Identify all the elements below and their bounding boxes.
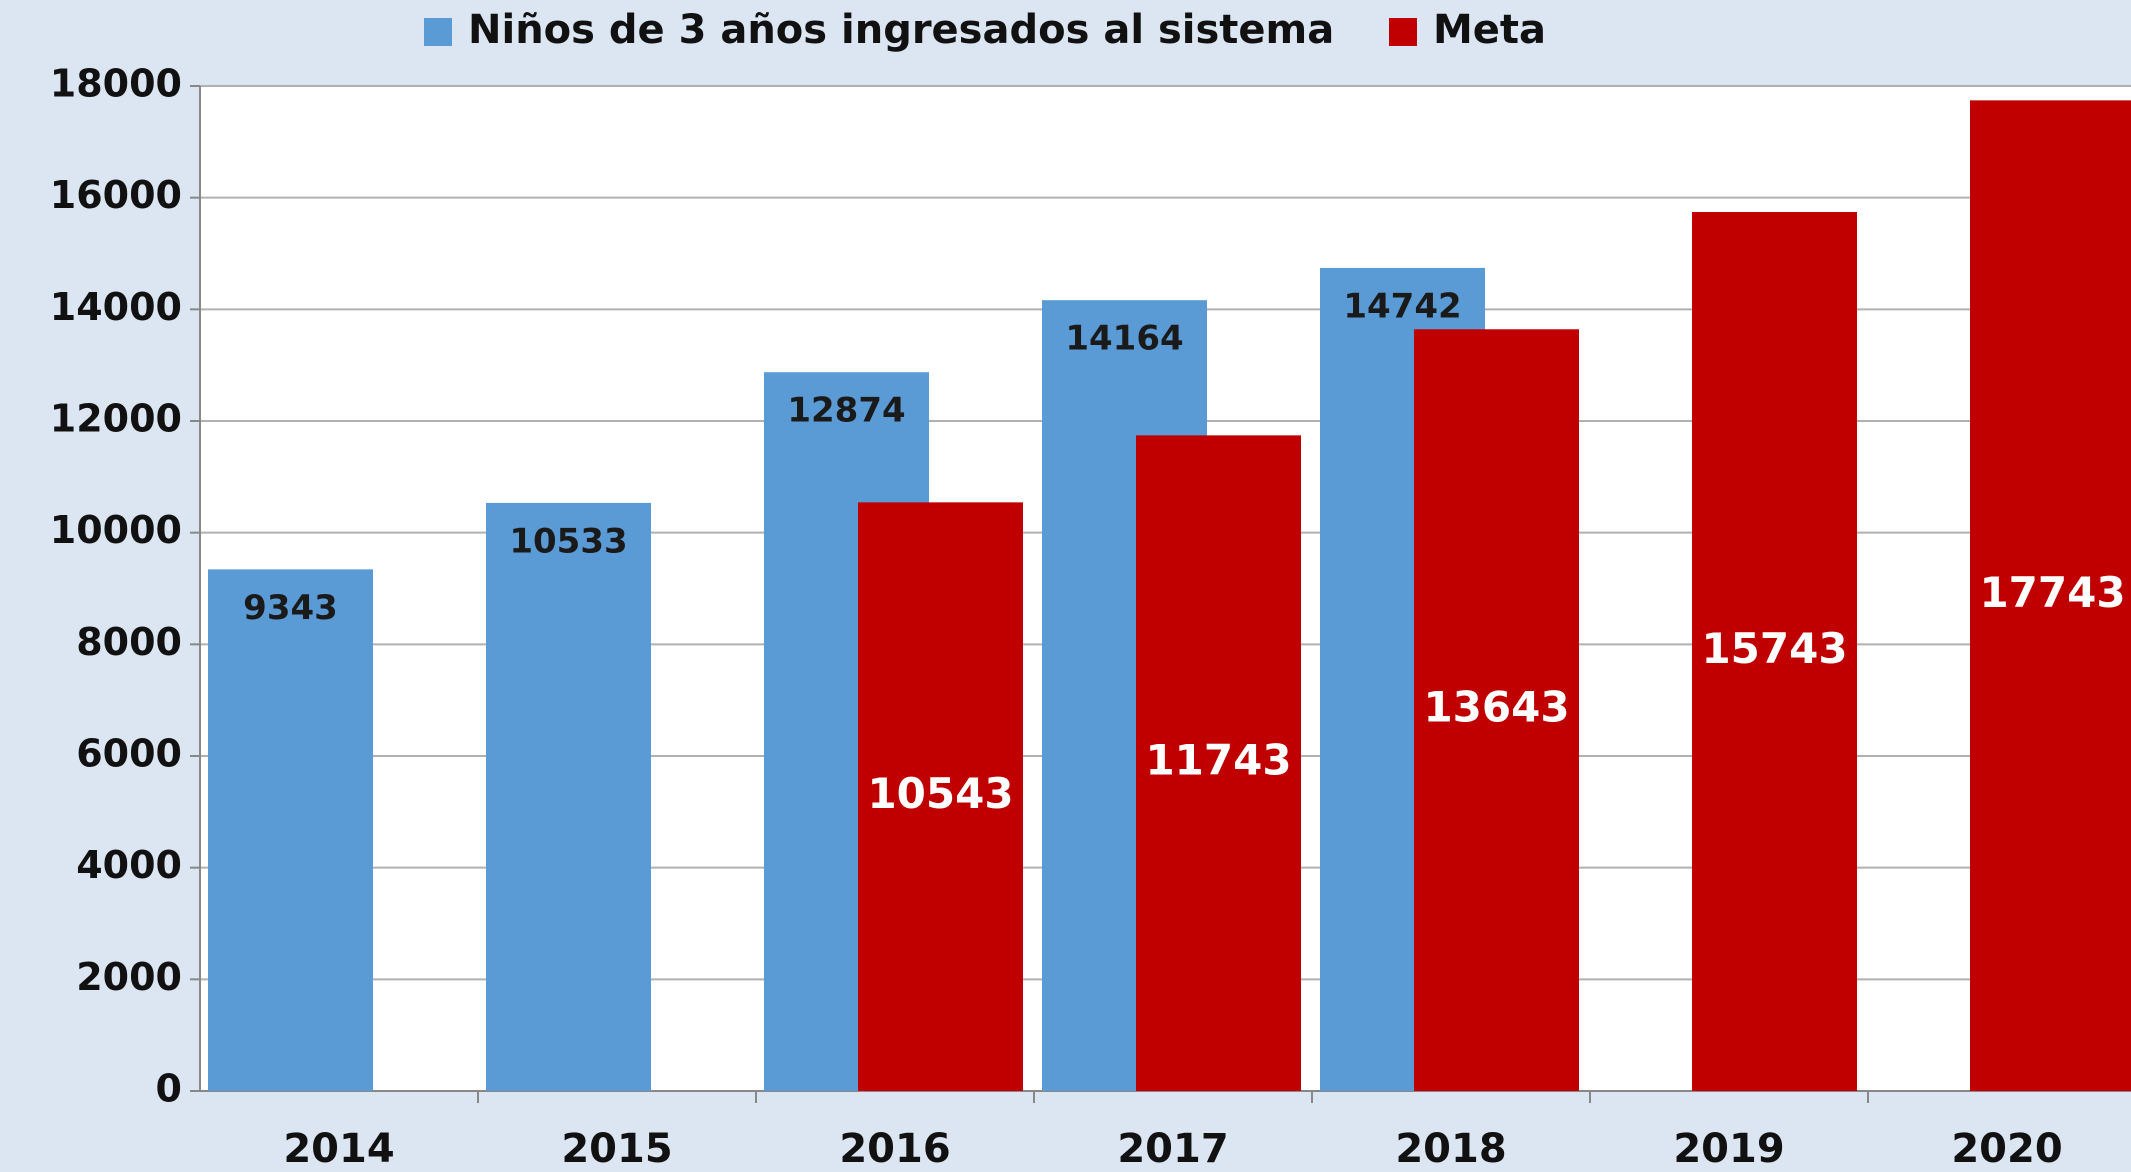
x-tick-label: 2019 [1673,1126,1784,1172]
legend-label: Meta [1433,7,1546,53]
y-tick-label: 6000 [76,732,182,776]
data-label: 10533 [509,521,627,561]
data-label: 14742 [1343,286,1461,326]
data-label: 17743 [1979,568,2125,617]
bar [1136,435,1301,1092]
y-tick-label: 12000 [50,397,182,441]
data-label: 14164 [1065,319,1183,359]
x-tick-label: 2015 [561,1126,672,1172]
legend-label: Niños de 3 años ingresados al sistema [468,7,1334,53]
bar [1970,100,2131,1091]
bar [1692,212,1857,1091]
bars: 9343 10533 12874 14164 14742 10543 11743 13643 1… [208,100,2131,1092]
legend-swatch [424,18,452,46]
x-tick-label: 2014 [283,1126,394,1172]
data-label: 9343 [243,588,338,628]
data-label: 11743 [1145,736,1291,785]
y-tick-label: 14000 [50,285,182,329]
y-tick-label: 18000 [50,62,182,106]
bar [1414,329,1579,1091]
data-label: 12874 [787,391,905,431]
y-tick-label: 16000 [50,173,182,217]
x-tick-label: 2016 [839,1126,950,1172]
data-label: 10543 [867,769,1013,818]
bar [858,502,1023,1092]
data-label: 15743 [1701,624,1847,673]
x-tick-label: 2017 [1117,1126,1228,1172]
bar [208,569,373,1091]
y-tick-label: 8000 [76,620,182,664]
data-label: 13643 [1423,683,1569,732]
x-tick-label: 2020 [1951,1126,2062,1172]
legend-swatch [1389,18,1417,46]
y-tick-label: 4000 [76,843,182,887]
y-tick-label: 0 [156,1067,182,1111]
y-tick-label: 2000 [76,955,182,999]
y-tick-label: 10000 [50,508,182,552]
x-tick-label: 2018 [1395,1126,1506,1172]
bar [486,502,651,1092]
